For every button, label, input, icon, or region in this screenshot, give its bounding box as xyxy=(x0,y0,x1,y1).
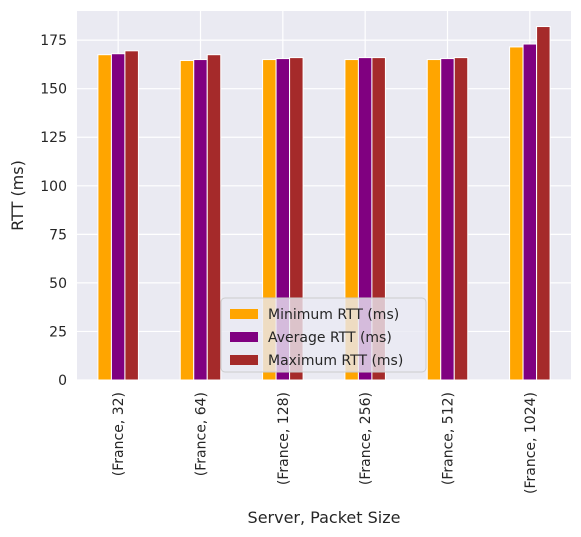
legend-swatch xyxy=(230,309,258,319)
bar-maximum xyxy=(124,50,139,381)
bar-minimum xyxy=(426,59,442,381)
x-axis-label: Server, Packet Size xyxy=(248,508,401,527)
y-tick-label: 50 xyxy=(49,276,67,292)
bar-average xyxy=(110,53,126,381)
x-tick-label: (France, 64) xyxy=(194,392,210,476)
y-tick-label: 125 xyxy=(40,130,67,146)
y-tick-label: 75 xyxy=(49,227,67,243)
y-axis-label: RTT (ms) xyxy=(8,160,27,231)
bar-average xyxy=(440,58,455,381)
legend-label: Maximum RTT (ms) xyxy=(268,353,403,369)
y-tick-labels: 0 25 50 75 100 125 150 175 xyxy=(40,33,67,389)
legend-label: Average RTT (ms) xyxy=(268,330,392,346)
legend-label: Minimum RTT (ms) xyxy=(268,307,399,323)
y-tick-label: 100 xyxy=(40,179,67,195)
y-tick-label: 150 xyxy=(40,82,67,98)
bar-maximum xyxy=(536,26,551,381)
legend-swatch xyxy=(230,332,258,342)
y-tick-label: 0 xyxy=(58,373,67,389)
legend: Minimum RTT (ms) Average RTT (ms) Maximum … xyxy=(220,297,427,373)
x-tick-label: (France, 512) xyxy=(441,392,457,485)
bar-minimum xyxy=(509,46,524,381)
x-tick-label: (France, 1024) xyxy=(523,392,539,494)
bar-maximum xyxy=(206,54,222,381)
bar-minimum xyxy=(97,54,112,381)
x-tick-label: (France, 32) xyxy=(111,392,127,476)
bar-average xyxy=(522,43,538,381)
y-tick-label: 175 xyxy=(40,33,67,49)
x-tick-labels: (France, 32) (France, 64) (France, 128) (Fr… xyxy=(111,392,539,494)
bar-average xyxy=(193,59,208,381)
bar-maximum xyxy=(453,57,469,381)
x-tick-label: (France, 128) xyxy=(276,392,292,485)
legend-swatch xyxy=(230,355,258,365)
y-tick-label: 25 xyxy=(49,324,67,340)
x-tick-label: (France, 256) xyxy=(358,392,374,485)
bar-minimum xyxy=(179,60,195,381)
legend-box xyxy=(220,297,427,373)
